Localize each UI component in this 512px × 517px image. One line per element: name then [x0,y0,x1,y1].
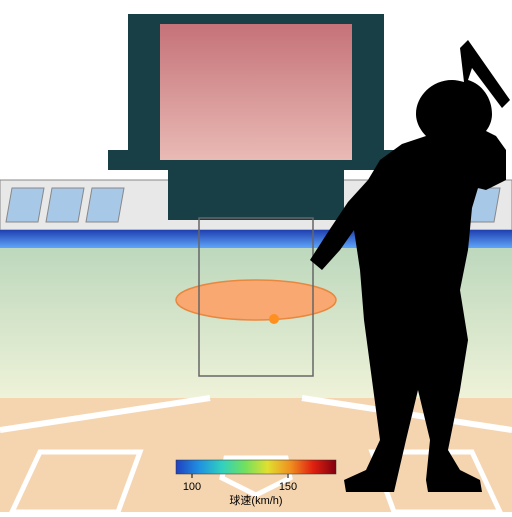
colorbar [176,460,336,474]
pitch-marker [269,314,279,324]
scoreboard-base [168,170,344,220]
scoreboard-screen [160,24,352,160]
wall-window [6,188,44,222]
colorbar-tick-label: 150 [279,481,297,493]
wall-window [86,188,124,222]
colorbar-title: 球速(km/h) [229,493,282,507]
pitch-location-diagram: 100 150球速(km/h) [0,0,512,512]
pitchers-mound [176,280,336,320]
wall-window [46,188,84,222]
colorbar-tick-label: 100 [183,481,201,493]
